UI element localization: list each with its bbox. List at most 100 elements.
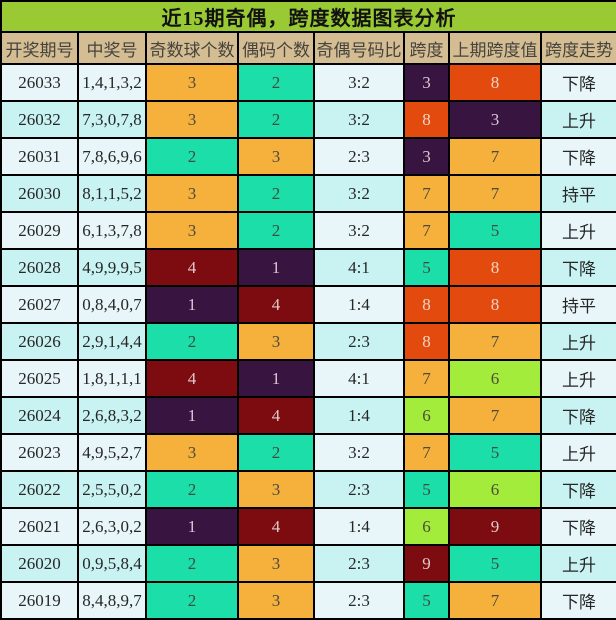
column-header-even-count: 偶码个数 (237, 31, 315, 65)
period-cell: 26022 (0, 470, 79, 509)
ratio-cell: 1:4 (313, 396, 405, 435)
span-cell: 5 (403, 581, 450, 620)
span-cell: 3 (403, 63, 450, 102)
span-cell: 8 (403, 322, 450, 361)
even-count-cell: 2 (237, 433, 315, 472)
even-count-cell: 3 (237, 581, 315, 620)
odd-count-cell: 2 (145, 470, 239, 509)
winning-numbers-cell: 0,8,4,0,7 (77, 285, 147, 324)
period-cell: 26032 (0, 100, 79, 139)
trend-cell: 上升 (540, 322, 616, 361)
prev-span-cell: 5 (448, 544, 542, 583)
period-cell: 26033 (0, 63, 79, 102)
even-count-cell: 3 (237, 137, 315, 176)
trend-cell: 下降 (540, 137, 616, 176)
table-row: 26025 1,8,1,1,1 4 1 4:1 7 6 上升 (0, 359, 616, 398)
prev-span-cell: 9 (448, 507, 542, 546)
winning-numbers-cell: 1,8,1,1,1 (77, 359, 147, 398)
trend-cell: 下降 (540, 248, 616, 287)
winning-numbers-cell: 4,9,9,9,5 (77, 248, 147, 287)
prev-span-cell: 6 (448, 359, 542, 398)
winning-numbers-cell: 7,3,0,7,8 (77, 100, 147, 139)
ratio-cell: 2:3 (313, 470, 405, 509)
prev-span-cell: 6 (448, 470, 542, 509)
period-cell: 26021 (0, 507, 79, 546)
even-count-cell: 4 (237, 285, 315, 324)
even-count-cell: 3 (237, 322, 315, 361)
trend-cell: 上升 (540, 359, 616, 398)
trend-cell: 下降 (540, 581, 616, 620)
period-cell: 26028 (0, 248, 79, 287)
period-cell: 26029 (0, 211, 79, 250)
winning-numbers-cell: 8,4,8,9,7 (77, 581, 147, 620)
odd-count-cell: 4 (145, 248, 239, 287)
table-row: 26033 1,4,1,3,2 3 2 3:2 3 8 下降 (0, 63, 616, 102)
winning-numbers-cell: 2,9,1,4,4 (77, 322, 147, 361)
odd-count-cell: 1 (145, 396, 239, 435)
table-row: 26032 7,3,0,7,8 3 2 3:2 8 3 上升 (0, 100, 616, 139)
span-cell: 3 (403, 137, 450, 176)
column-header-period: 开奖期号 (0, 31, 79, 65)
trend-cell: 上升 (540, 211, 616, 250)
title-row: 近15期奇偶，跨度数据图表分析 (0, 0, 616, 33)
table-row: 26027 0,8,4,0,7 1 4 1:4 8 8 持平 (0, 285, 616, 324)
even-count-cell: 2 (237, 100, 315, 139)
winning-numbers-cell: 7,8,6,9,6 (77, 137, 147, 176)
prev-span-cell: 3 (448, 100, 542, 139)
winning-numbers-cell: 2,6,3,0,2 (77, 507, 147, 546)
period-cell: 26026 (0, 322, 79, 361)
period-cell: 26030 (0, 174, 79, 213)
period-cell: 26024 (0, 396, 79, 435)
odd-count-cell: 1 (145, 285, 239, 324)
ratio-cell: 3:2 (313, 63, 405, 102)
column-header-odd-count: 奇数球个数 (145, 31, 239, 65)
ratio-cell: 2:3 (313, 137, 405, 176)
even-count-cell: 4 (237, 396, 315, 435)
span-cell: 7 (403, 359, 450, 398)
table-row: 26020 0,9,5,8,4 2 3 2:3 9 5 上升 (0, 544, 616, 583)
trend-cell: 下降 (540, 507, 616, 546)
span-cell: 9 (403, 544, 450, 583)
span-cell: 5 (403, 470, 450, 509)
even-count-cell: 3 (237, 470, 315, 509)
span-cell: 6 (403, 396, 450, 435)
trend-cell: 上升 (540, 544, 616, 583)
winning-numbers-cell: 6,1,3,7,8 (77, 211, 147, 250)
span-cell: 8 (403, 285, 450, 324)
ratio-cell: 3:2 (313, 211, 405, 250)
even-count-cell: 2 (237, 211, 315, 250)
trend-cell: 下降 (540, 470, 616, 509)
odd-count-cell: 3 (145, 63, 239, 102)
ratio-cell: 2:3 (313, 322, 405, 361)
column-header-span: 跨度 (403, 31, 450, 65)
even-count-cell: 1 (237, 248, 315, 287)
odd-count-cell: 4 (145, 359, 239, 398)
table-row: 26024 2,6,8,3,2 1 4 1:4 6 7 下降 (0, 396, 616, 435)
even-count-cell: 3 (237, 544, 315, 583)
span-cell: 5 (403, 248, 450, 287)
ratio-cell: 3:2 (313, 174, 405, 213)
prev-span-cell: 7 (448, 174, 542, 213)
table-row: 26026 2,9,1,4,4 2 3 2:3 8 7 上升 (0, 322, 616, 361)
span-cell: 6 (403, 507, 450, 546)
ratio-cell: 3:2 (313, 433, 405, 472)
table-row: 26029 6,1,3,7,8 3 2 3:2 7 5 上升 (0, 211, 616, 250)
span-cell: 7 (403, 174, 450, 213)
even-count-cell: 4 (237, 507, 315, 546)
winning-numbers-cell: 0,9,5,8,4 (77, 544, 147, 583)
trend-cell: 持平 (540, 285, 616, 324)
column-header-numbers: 中奖号 (77, 31, 147, 65)
ratio-cell: 1:4 (313, 285, 405, 324)
prev-span-cell: 8 (448, 285, 542, 324)
table-row: 26031 7,8,6,9,6 2 3 2:3 3 7 下降 (0, 137, 616, 176)
trend-cell: 持平 (540, 174, 616, 213)
column-header-prev-span: 上期跨度值 (448, 31, 542, 65)
period-cell: 26027 (0, 285, 79, 324)
prev-span-cell: 5 (448, 211, 542, 250)
odd-count-cell: 3 (145, 433, 239, 472)
period-cell: 26023 (0, 433, 79, 472)
winning-numbers-cell: 1,4,1,3,2 (77, 63, 147, 102)
period-cell: 26020 (0, 544, 79, 583)
table-row: 26023 4,9,5,2,7 3 2 3:2 7 5 上升 (0, 433, 616, 472)
prev-span-cell: 7 (448, 581, 542, 620)
